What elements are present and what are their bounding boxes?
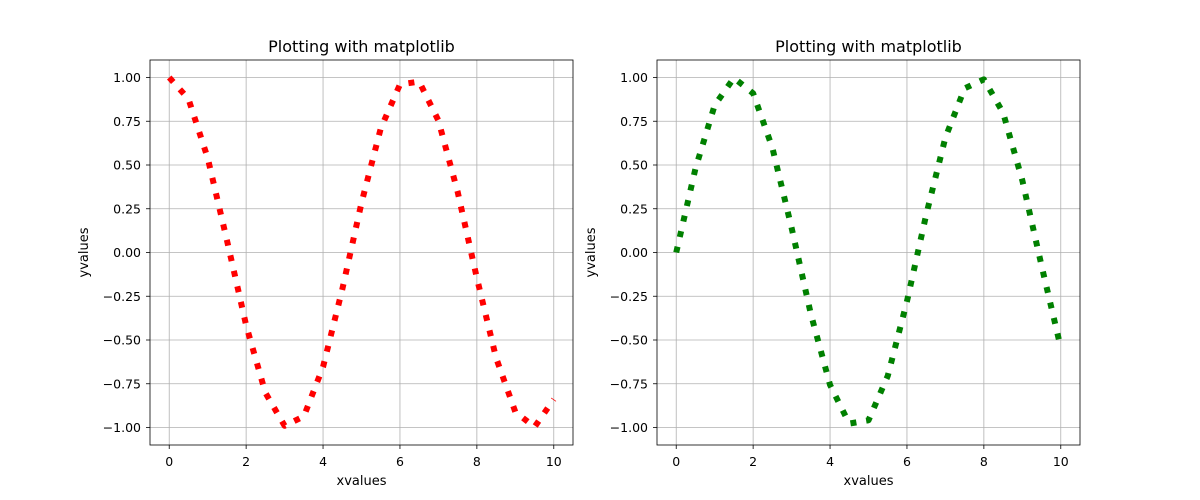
y-tick-label: 0.50 [620, 158, 648, 173]
data-point [476, 277, 477, 278]
data-point [380, 128, 381, 129]
y-tick-label: 1.00 [113, 70, 141, 85]
y-tick-label: 0.75 [620, 114, 648, 129]
data-point [342, 289, 343, 290]
x-tick-label: 4 [319, 454, 327, 469]
data-point [457, 191, 458, 192]
data-point [534, 427, 535, 428]
data-point [887, 375, 888, 376]
data-point [246, 325, 247, 326]
y-tick-label: 0.25 [620, 201, 648, 216]
data-point [553, 399, 554, 400]
y-tick-label: 0.00 [113, 245, 141, 260]
y-tick-label: 0.50 [113, 158, 141, 173]
y-tick-label: −1.00 [103, 420, 141, 435]
data-point [399, 84, 400, 85]
data-point [1060, 347, 1061, 348]
y-tick-label: −0.25 [610, 289, 648, 304]
y-tick-label: −0.50 [610, 333, 648, 348]
y-tick-label: −0.75 [610, 376, 648, 391]
x-tick-label: 10 [1053, 454, 1069, 469]
x-tick-label: 6 [396, 454, 404, 469]
data-point [830, 384, 831, 385]
x-tick-label: 4 [826, 454, 834, 469]
y-tick-label: 0.00 [620, 245, 648, 260]
x-tick-label: 6 [903, 454, 911, 469]
data-point [265, 392, 266, 393]
data-point [695, 168, 696, 169]
y-tick-label: −0.75 [103, 376, 141, 391]
data-point [438, 120, 439, 121]
y-axis-label: yvalues [584, 227, 599, 277]
data-point [188, 98, 189, 99]
data-point [1022, 180, 1023, 181]
chart-title: Plotting with matplotlib [775, 37, 962, 56]
x-tick-label: 0 [165, 454, 173, 469]
data-point [207, 157, 208, 158]
data-point [926, 214, 927, 215]
x-tick-label: 2 [749, 454, 757, 469]
data-point [964, 88, 965, 89]
data-point [753, 93, 754, 94]
chart-title: Plotting with matplotlib [268, 37, 455, 56]
x-tick-label: 2 [242, 454, 250, 469]
data-point [1041, 265, 1042, 266]
subplot-right: 0 2 4 6 8 10 1.00 0.75 0.50 0.25 0.00 −0.25 −0.50 −0.… [584, 37, 1081, 489]
x-tick-label: 0 [672, 454, 680, 469]
data-point [945, 137, 946, 138]
subplot-left: 0 2 4 6 8 10 1.00 0.75 0.50 0.25 0.00 −0.25 −0.50 −0.… [77, 37, 574, 489]
x-tick-label: 8 [980, 454, 988, 469]
data-point [868, 420, 869, 421]
y-tick-label: −0.25 [103, 289, 141, 304]
data-point [303, 416, 304, 417]
data-point [906, 301, 907, 302]
y-tick-label: 0.25 [113, 201, 141, 216]
data-point [810, 313, 811, 314]
y-axis-label: yvalues [77, 227, 92, 277]
data-point [361, 202, 362, 203]
data-point [714, 105, 715, 106]
data-point [323, 366, 324, 367]
y-tick-label: −0.50 [103, 333, 141, 348]
series-line [673, 74, 1064, 427]
y-tick-label: −1.00 [610, 420, 648, 435]
data-point [1003, 112, 1004, 113]
data-point [496, 357, 497, 358]
x-axis-label: xvalues [337, 474, 387, 489]
data-point [772, 147, 773, 148]
series-line [166, 75, 557, 431]
y-tick-label: 0.75 [113, 114, 141, 129]
data-point [791, 227, 792, 228]
data-point [849, 423, 850, 424]
x-tick-label: 10 [546, 454, 562, 469]
data-point [676, 252, 677, 253]
data-point [733, 77, 734, 78]
x-axis-label: xvalues [844, 474, 894, 489]
data-point [226, 240, 227, 241]
data-point [419, 81, 420, 82]
data-point [169, 77, 170, 78]
data-point [515, 411, 516, 412]
data-point [284, 425, 285, 426]
x-tick-label: 8 [473, 454, 481, 469]
data-point [983, 79, 984, 80]
y-tick-label: 1.00 [620, 70, 648, 85]
